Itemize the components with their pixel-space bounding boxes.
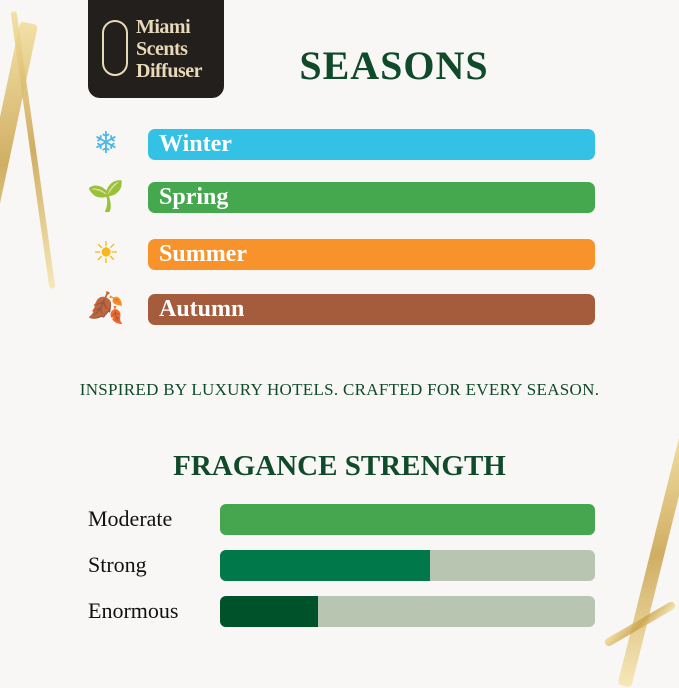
- strength-bar-moderate: [220, 504, 595, 535]
- logo-line: Miami: [136, 16, 191, 38]
- gold-marble-decoration-left-vein: [10, 10, 56, 290]
- seasons-title: SEASONS: [299, 43, 489, 88]
- sprout-icon: 🌱: [87, 180, 125, 213]
- autumn-leaves-icon: 🍂: [87, 292, 125, 325]
- strength-label: Strong: [88, 552, 147, 577]
- tagline: INSPIRED BY LUXURY HOTELS. CRAFTED FOR E…: [79, 380, 600, 399]
- logo-line: Diffuser: [136, 60, 202, 82]
- season-bar-summer: Summer: [148, 239, 595, 270]
- strength-bar-fill: [220, 596, 318, 627]
- season-label: Summer: [159, 241, 247, 267]
- palm-arch-icon: [102, 20, 128, 76]
- brand-logo: Miami Scents Diffuser: [88, 0, 224, 98]
- strength-bar-fill: [220, 504, 595, 535]
- season-label: Autumn: [159, 296, 245, 322]
- strength-bar-enormous: [220, 596, 595, 627]
- season-bar-autumn: Autumn: [148, 294, 595, 325]
- strength-label: Moderate: [88, 506, 173, 531]
- season-label: Winter: [159, 131, 232, 157]
- snowflake-icon: ❄: [93, 127, 119, 160]
- strength-title: FRAGANCE STRENGTH: [173, 450, 506, 482]
- strength-bar-fill: [220, 550, 430, 581]
- season-bar-winter: Winter: [148, 129, 595, 160]
- season-label: Spring: [159, 184, 229, 210]
- logo-line: Scents: [136, 38, 188, 60]
- sun-icon: ☀: [92, 237, 120, 270]
- strength-bar-strong: [220, 550, 595, 581]
- strength-label: Enormous: [88, 598, 179, 623]
- season-bar-spring: Spring: [148, 182, 595, 213]
